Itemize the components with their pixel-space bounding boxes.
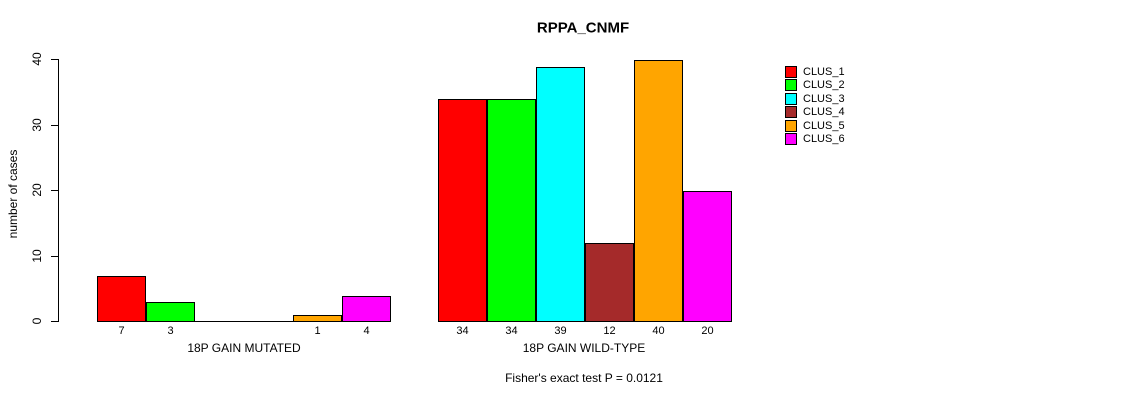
bar-value-label: 7	[118, 325, 125, 337]
y-axis-tick	[51, 321, 58, 322]
legend-swatch-clus_6	[785, 133, 797, 145]
legend-swatch-clus_2	[785, 79, 797, 91]
bar-value-label: 20	[701, 325, 714, 337]
y-axis-line	[58, 59, 59, 322]
group-label-mutated: 18P GAIN MUTATED	[187, 341, 301, 355]
bar-clus_3-group1	[195, 321, 244, 322]
bar-value-label: 3	[167, 325, 174, 337]
y-axis-tick-label: 10	[30, 249, 44, 263]
y-axis-tick	[51, 125, 58, 126]
fisher-test-annotation: Fisher's exact test P = 0.0121	[505, 371, 663, 385]
bar-value-label: 39	[554, 325, 567, 337]
y-axis-tick-label: 0	[30, 317, 44, 325]
y-axis-tick	[51, 59, 58, 60]
y-axis-tick-label: 30	[30, 118, 44, 132]
bar-clus_1-group1	[97, 276, 146, 322]
legend-swatch-clus_3	[785, 93, 797, 105]
bar-value-label: 34	[456, 325, 469, 337]
bar-clus_1-group2	[438, 99, 487, 322]
bar-value-label: 34	[505, 325, 518, 337]
legend-label-clus_1: CLUS_1	[803, 66, 845, 78]
legend-label-clus_3: CLUS_3	[803, 93, 845, 105]
bar-clus_5-group2	[634, 60, 683, 322]
bar-clus_4-group1	[244, 321, 293, 322]
legend-swatch-clus_1	[785, 66, 797, 78]
legend-label-clus_5: CLUS_5	[803, 120, 845, 132]
group-label-wildtype: 18P GAIN WILD-TYPE	[522, 341, 646, 355]
y-axis-label: number of cases	[6, 149, 20, 239]
bar-clus_6-group2	[683, 191, 732, 322]
y-axis-tick	[51, 190, 58, 191]
y-axis-tick	[51, 256, 58, 257]
bar-clus_2-group2	[487, 99, 536, 322]
bar-value-label: 40	[652, 325, 665, 337]
legend-label-clus_6: CLUS_6	[803, 133, 845, 145]
bar-clus_5-group1	[293, 315, 342, 322]
bar-value-label: 1	[314, 325, 321, 337]
chart-title: RPPA_CNMF	[536, 19, 630, 37]
legend-swatch-clus_4	[785, 106, 797, 118]
bar-clus_2-group1	[146, 302, 195, 322]
legend-label-clus_2: CLUS_2	[803, 79, 845, 91]
legend-label-clus_4: CLUS_4	[803, 106, 845, 118]
bar-clus_3-group2	[536, 67, 585, 322]
bar-clus_6-group1	[342, 296, 391, 322]
bar-value-label: 4	[363, 325, 370, 337]
y-axis-tick-label: 20	[30, 183, 44, 197]
bar-value-label: 12	[603, 325, 616, 337]
legend-swatch-clus_5	[785, 120, 797, 132]
bar-clus_4-group2	[585, 243, 634, 322]
y-axis-tick-label: 40	[30, 52, 44, 66]
